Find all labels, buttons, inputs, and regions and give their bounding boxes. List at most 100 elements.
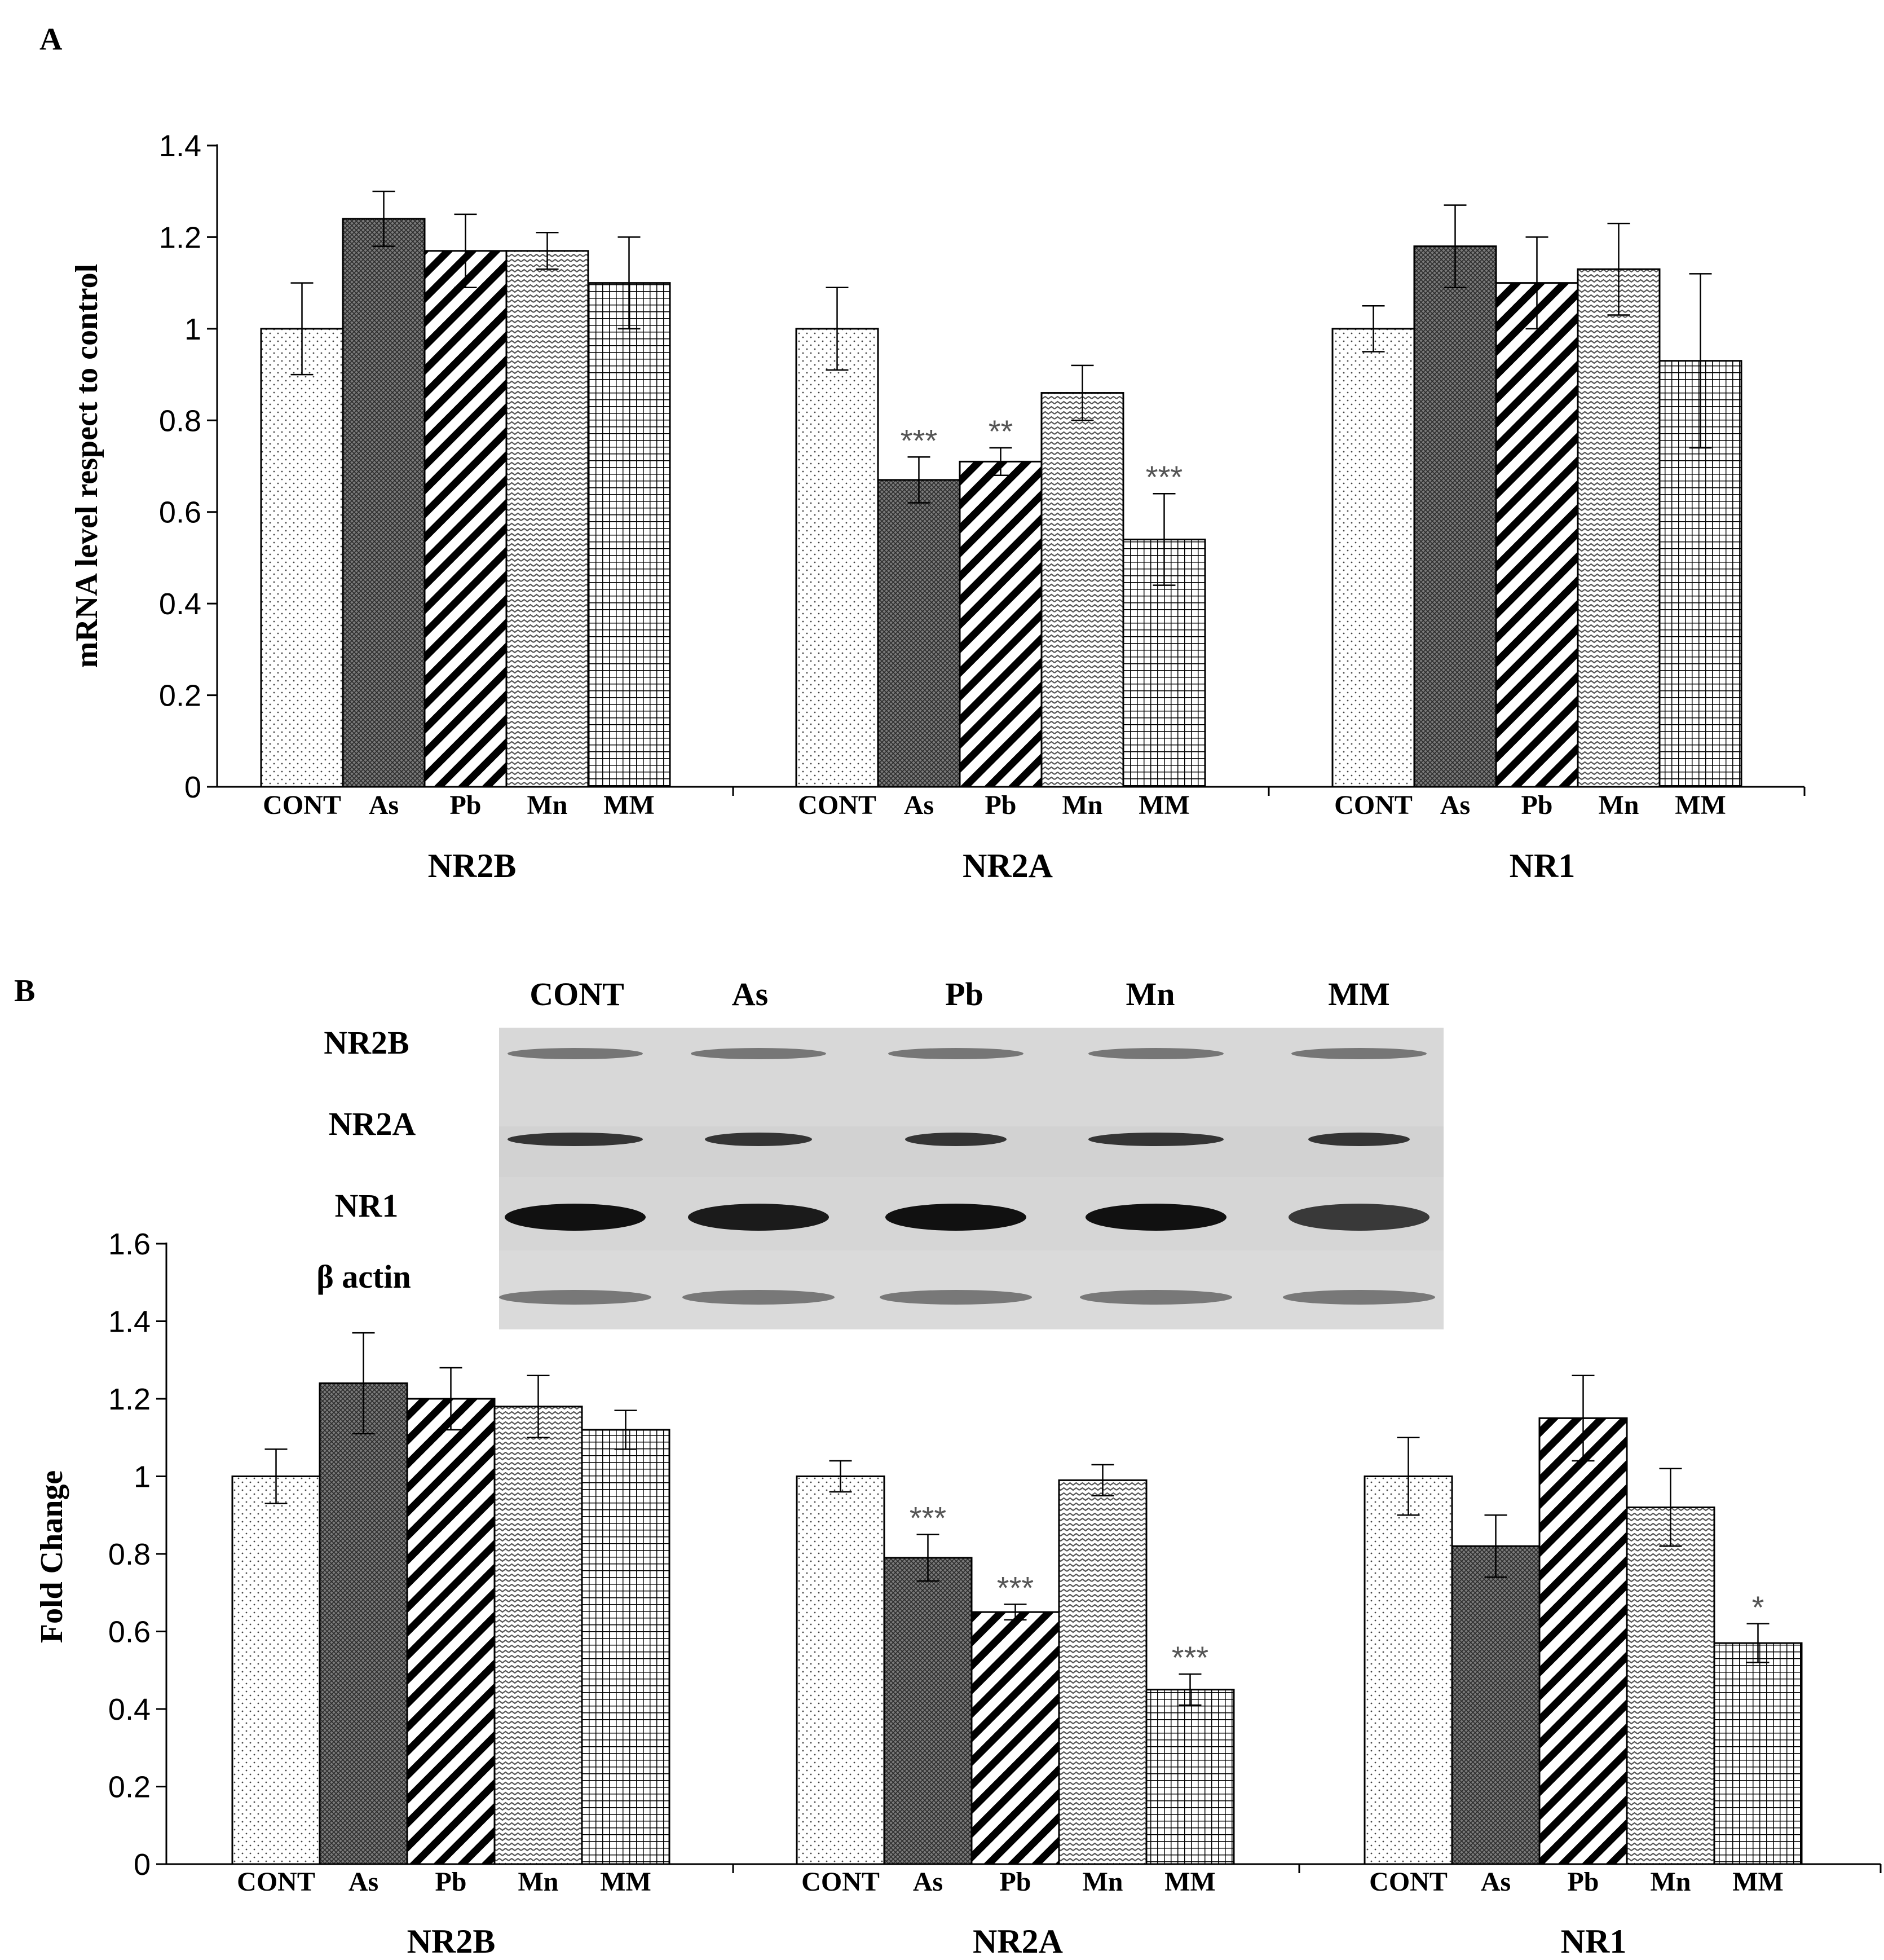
blot-band-actin [682, 1290, 835, 1305]
x-tick-label: Mn [527, 790, 568, 820]
significance-label: *** [997, 1570, 1034, 1605]
bar-NR2B-CONT [231, 1475, 321, 1865]
blot-band-actin [880, 1290, 1032, 1305]
bar-NR1-MM [1713, 1642, 1803, 1865]
blot-band-nr1 [688, 1204, 829, 1231]
x-tick-label: Mn [1083, 1867, 1123, 1897]
group-label-NR2B: NR2B [428, 847, 517, 884]
y-tick-label: 0.6 [159, 496, 201, 530]
x-tick-label: Pb [999, 1867, 1031, 1897]
x-tick-label: Pb [1521, 790, 1552, 820]
x-tick-label: Mn [518, 1867, 559, 1897]
group-label-NR2A: NR2A [963, 847, 1053, 884]
blot-lane-label: CONT [530, 976, 624, 1012]
bar-NR2A-Pb [959, 460, 1043, 788]
x-tick-label: CONT [263, 790, 341, 820]
y-tick-label: 0.4 [108, 1693, 151, 1726]
x-tick-label: As [1481, 1867, 1511, 1897]
panel-b-label: B [14, 974, 35, 1008]
x-tick-label: MM [1139, 790, 1190, 820]
y-tick-label: 0.4 [159, 587, 201, 621]
x-tick-label: Pb [435, 1867, 466, 1897]
bar-NR2B-As [319, 1382, 408, 1865]
x-tick-label: As [348, 1867, 378, 1897]
y-axis-title: mRNA level respect to control [69, 264, 104, 668]
bar-NR1-As [1413, 245, 1497, 788]
x-tick-label: MM [600, 1867, 651, 1897]
bar-NR2A-As [877, 479, 961, 788]
significance-label: *** [1146, 459, 1183, 495]
blot-band-nr1 [1086, 1204, 1226, 1231]
x-tick-label: MM [1732, 1867, 1784, 1897]
x-tick-label: MM [1164, 1867, 1216, 1897]
bar-NR1-Pb [1495, 282, 1579, 788]
blot-band-actin [1283, 1290, 1435, 1305]
blot-band-nr1 [885, 1204, 1026, 1231]
group-label-NR1: NR1 [1510, 847, 1576, 884]
y-tick-label: 0.6 [108, 1615, 151, 1649]
bar-NR2A-Pb [970, 1611, 1060, 1865]
blot-lane-label: Mn [1126, 976, 1175, 1012]
y-tick-label: 0.2 [108, 1770, 151, 1804]
blot-strip-actin [499, 1250, 1444, 1329]
significance-label: ** [989, 413, 1013, 449]
y-tick-label: 0.8 [159, 404, 201, 438]
y-tick-label: 1 [184, 312, 201, 346]
group-label-NR2A: NR2A [973, 1923, 1063, 1960]
blot-band-actin [499, 1290, 651, 1305]
blot-band-nr2b [508, 1048, 643, 1059]
bar-NR2B-Mn [493, 1406, 583, 1865]
y-tick-label: 1.4 [159, 129, 201, 163]
bar-NR2A-Mn [1058, 1479, 1148, 1865]
blot-row-label: NR2B [324, 1024, 409, 1061]
blot-band-actin [1080, 1290, 1232, 1305]
bar-NR2A-CONT [796, 1475, 885, 1865]
x-tick-label: As [369, 790, 399, 820]
bar-NR1-CONT [1331, 328, 1415, 788]
x-tick-label: Mn [1651, 1867, 1691, 1897]
blot-row-label: NR1 [335, 1187, 399, 1224]
bar-NR1-Pb [1538, 1417, 1628, 1865]
bar-NR2B-Mn [505, 250, 589, 788]
blot-band-nr2a [905, 1133, 1007, 1146]
western-blot-image [499, 1028, 1444, 1329]
bar-NR1-Mn [1577, 268, 1661, 788]
bar-NR2B-Pb [423, 250, 508, 788]
y-axis-title: Fold Change [34, 1470, 69, 1644]
blot-lane-label: As [732, 976, 768, 1012]
x-tick-label: As [904, 790, 934, 820]
blot-band-nr2b [1291, 1048, 1427, 1059]
bar-NR2B-MM [587, 282, 671, 788]
x-tick-label: As [1440, 790, 1470, 820]
bar-NR2A-As [883, 1557, 973, 1865]
x-tick-label: CONT [801, 1867, 880, 1897]
bar-NR2B-CONT [260, 328, 344, 788]
significance-label: * [1752, 1589, 1764, 1625]
blot-band-nr1 [1289, 1204, 1429, 1231]
x-tick-label: CONT [798, 790, 876, 820]
x-tick-label: As [913, 1867, 943, 1897]
y-tick-label: 0 [134, 1848, 151, 1882]
bar-NR2B-MM [581, 1429, 670, 1865]
y-tick-label: 1.6 [108, 1227, 151, 1261]
bar-NR2B-As [342, 218, 426, 788]
blot-band-nr2a [705, 1133, 812, 1146]
y-tick-label: 1.2 [108, 1382, 151, 1416]
x-tick-label: MM [603, 790, 655, 820]
bar-NR2A-CONT [795, 328, 879, 788]
blot-band-nr2a [1308, 1133, 1410, 1146]
significance-label: *** [910, 1500, 946, 1536]
blot-lane-label: MM [1328, 976, 1390, 1012]
blot-band-nr2b [691, 1048, 826, 1059]
blot-band-nr1 [505, 1204, 646, 1231]
chart-b: Fold Change 0 0.2 0.4 0.6 0.8 1 1.2 1.4 1.6 CONT As… [34, 1227, 1882, 1960]
blot-band-nr2b [1088, 1048, 1224, 1059]
x-tick-label: Mn [1062, 790, 1103, 820]
blot-row-label: β actin [316, 1258, 411, 1295]
x-tick-label: MM [1675, 790, 1726, 820]
x-tick-label: CONT [1369, 1867, 1448, 1897]
significance-label: *** [901, 422, 937, 458]
y-tick-label: 0.8 [108, 1538, 151, 1571]
blot-band-nr2a [508, 1133, 643, 1146]
